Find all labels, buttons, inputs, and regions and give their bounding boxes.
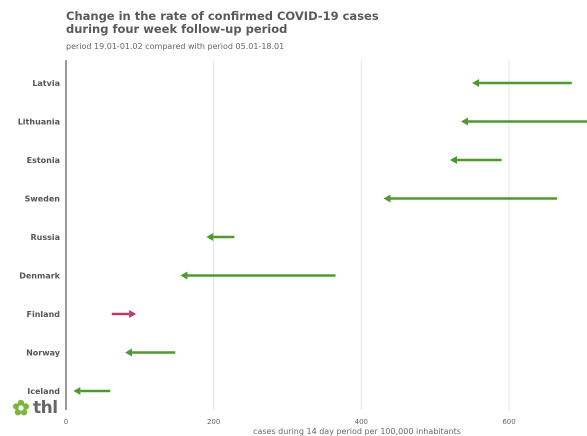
arrow-head-lithuania	[461, 117, 469, 126]
chart-title: Change in the rate of confirmed COVID-19…	[66, 10, 379, 36]
category-label-finland: Finland	[27, 310, 61, 319]
category-label-russia: Russia	[30, 233, 60, 242]
chart-subtitle: period 19.01-01.02 compared with period …	[66, 42, 285, 51]
arrow-head-sweden	[383, 194, 391, 203]
category-label-iceland: Iceland	[27, 387, 60, 396]
category-label-denmark: Denmark	[19, 272, 60, 281]
x-axis-label: cases during 14 day period per 100,000 i…	[253, 427, 461, 436]
arrow-head-finland	[129, 310, 137, 318]
thl-logo: thl	[12, 398, 58, 418]
arrow-head-iceland	[73, 387, 81, 395]
category-label-estonia: Estonia	[27, 156, 60, 165]
arrow-head-latvia	[472, 79, 480, 87]
category-label-latvia: Latvia	[32, 79, 60, 88]
x-tick-label: 600	[502, 418, 515, 426]
x-tick-label: 200	[207, 418, 220, 426]
thl-flower-icon	[13, 399, 29, 416]
chart-title-line-1: Change in the rate of confirmed COVID-19…	[66, 9, 379, 23]
arrow-head-estonia	[449, 156, 457, 164]
category-label-sweden: Sweden	[25, 195, 61, 204]
logo-text: thl	[33, 398, 58, 418]
arrow-head-norway	[125, 348, 133, 357]
category-label-lithuania: Lithuania	[18, 118, 60, 127]
chart-title-line-2: during four week follow-up period	[66, 22, 288, 36]
arrow-head-russia	[206, 233, 214, 241]
x-tick-label: 400	[355, 418, 368, 426]
arrow-head-denmark	[180, 271, 188, 280]
category-label-norway: Norway	[26, 349, 61, 358]
x-tick-label: 0	[64, 418, 68, 426]
